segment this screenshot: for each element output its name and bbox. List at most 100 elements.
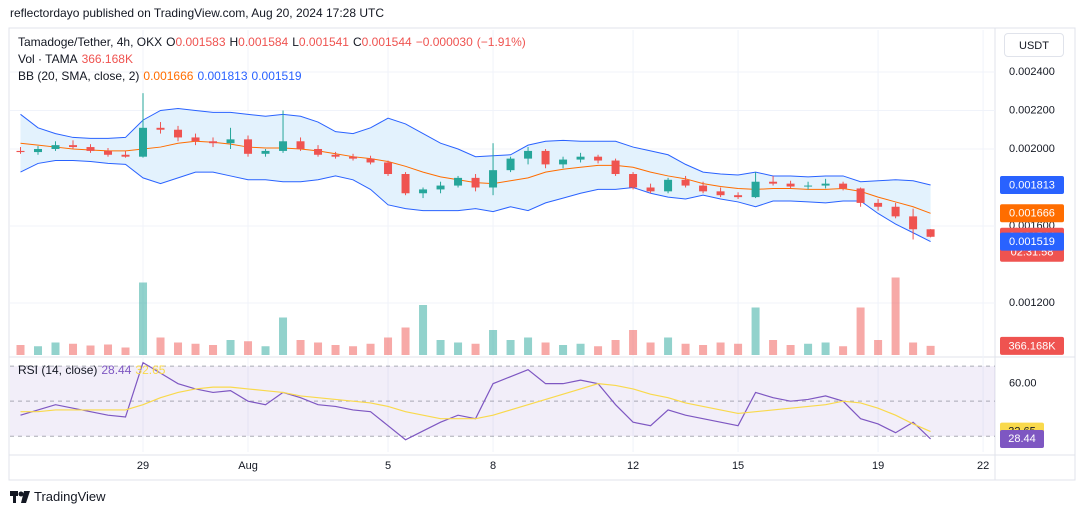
legend-value: 0.001584: [238, 35, 289, 49]
candle-body: [349, 156, 358, 159]
candle-body: [314, 148, 323, 155]
price-badge-label: 0.001813: [1009, 179, 1055, 191]
volume-bar: [629, 330, 638, 355]
candle-body: [226, 139, 235, 144]
candle-body: [576, 156, 585, 160]
legend-value: (−1.91%): [476, 35, 526, 49]
legend-key: L: [292, 35, 299, 49]
x-tick-label: 15: [732, 460, 744, 472]
candle-body: [419, 189, 428, 194]
band-line: [20, 108, 931, 186]
legend-value: 0.001544: [361, 35, 412, 49]
currency-button[interactable]: USDT: [1004, 33, 1064, 57]
candle-body: [34, 148, 43, 153]
volume-bar: [559, 345, 568, 355]
candle-body: [699, 185, 708, 192]
volume-bar: [909, 342, 918, 355]
candle-body: [436, 185, 445, 190]
rsi-band: [10, 366, 995, 437]
candle-body: [681, 179, 690, 186]
volume-bar: [874, 340, 883, 355]
x-tick-label: 5: [385, 460, 391, 472]
y-tick-label: 60.00: [1009, 378, 1037, 390]
brand-name: TradingView: [34, 489, 106, 504]
volume-bar: [699, 345, 708, 355]
volume-bar: [296, 340, 305, 355]
candle-body: [821, 183, 830, 186]
x-tick-label: 22: [977, 460, 989, 472]
volume-bar: [751, 307, 760, 355]
candle-body: [734, 195, 743, 198]
candle-body: [244, 139, 253, 154]
volume-bar: [16, 345, 25, 355]
legend-value: 0.001583: [175, 35, 226, 49]
candle-body: [104, 150, 113, 155]
legend-key: H: [229, 35, 239, 49]
candle-body: [594, 156, 603, 161]
candle-body: [366, 158, 375, 163]
volume-bar: [541, 342, 550, 355]
x-tick-label: 8: [490, 460, 496, 472]
candle-body: [804, 185, 813, 187]
volume-bar: [121, 347, 130, 355]
volume-bar: [594, 346, 603, 355]
volume-bar: [891, 277, 900, 355]
price-badge-label: 0.001666: [1009, 208, 1055, 220]
price-badge: [1000, 336, 1064, 355]
volume-bar: [524, 337, 533, 355]
legend-value: 0.001541: [298, 35, 349, 49]
candle-body: [401, 174, 410, 194]
legend-value: 0.001666: [143, 69, 194, 83]
price-badge-label: 366.168K: [1008, 340, 1056, 352]
volume-bar: [104, 344, 113, 355]
rsi-badge-label: 28.44: [1008, 433, 1036, 445]
volume-bar: [454, 342, 463, 355]
volume-bar: [314, 342, 323, 355]
legend-value: 0.001519: [251, 69, 302, 83]
y-tick-label: 0.002000: [1009, 143, 1055, 155]
candle-body: [86, 147, 95, 151]
legend-value: −0.000030: [415, 35, 473, 49]
candle-body: [296, 141, 305, 149]
legend-title: RSI (14, close): [18, 363, 98, 377]
volume-bar: [786, 345, 795, 355]
candle-body: [69, 145, 78, 148]
volume-bar: [471, 343, 480, 355]
volume-bar: [716, 342, 725, 355]
volume-bar: [734, 343, 743, 355]
candle-body: [51, 145, 60, 149]
volume-bar: [366, 343, 375, 355]
volume-bar: [226, 340, 235, 355]
volume-bar: [611, 340, 620, 355]
candle-body: [646, 187, 655, 192]
volume-bar: [331, 345, 340, 355]
legend-value: 32.65: [135, 363, 166, 377]
volume-bar: [261, 346, 270, 355]
price-badge: [1000, 204, 1064, 223]
candle-body: [16, 150, 25, 153]
volume-bar: [401, 327, 410, 355]
brand-logo: [10, 491, 30, 503]
rsi-legend: RSI (14, close) 28.44 32.65: [18, 362, 169, 379]
volume-bar: [209, 345, 218, 355]
candle-body: [454, 177, 463, 186]
candle-body: [331, 154, 340, 157]
candle-body: [856, 188, 865, 203]
candle-body: [384, 162, 393, 175]
candle-body: [786, 183, 795, 187]
legend-value: 0.001813: [197, 69, 248, 83]
band-line: [20, 160, 931, 243]
volume-legend: Vol · TAMA 366.168K: [18, 51, 137, 68]
volume-bar: [856, 307, 865, 355]
volume-bar: [349, 346, 358, 355]
volume-bar: [384, 337, 393, 355]
legend-title: Vol · TAMA: [18, 52, 78, 66]
volume-bar: [419, 305, 428, 355]
frame: [8, 27, 1076, 481]
candle-body: [191, 137, 200, 142]
x-tick-label: 12: [627, 460, 639, 472]
marks: [10, 93, 995, 441]
legend-key: O: [166, 35, 176, 49]
